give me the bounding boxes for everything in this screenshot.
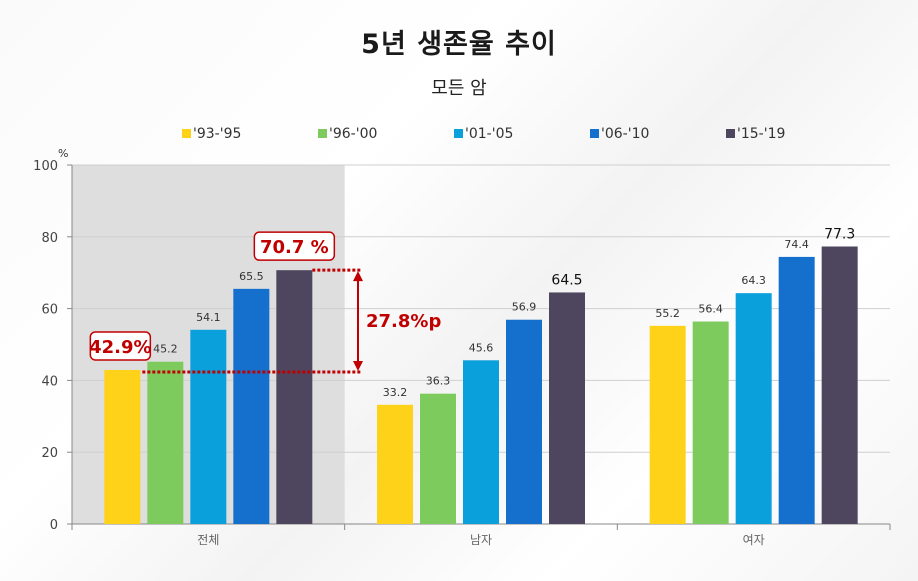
bar [420,393,456,524]
bar-value-label: 64.5 [551,272,582,288]
bar-value-label: 74.4 [784,238,809,251]
bar [377,404,413,524]
y-tick-label: 0 [50,518,58,533]
bar [649,325,686,524]
bar-value-label: 56.9 [512,301,537,314]
legend-swatch [318,129,327,138]
bar [233,288,270,524]
bar-value-label: 45.6 [469,341,494,354]
legend-swatch [454,129,463,138]
callout-box-last [253,231,336,261]
y-axis-unit: % [58,147,68,160]
callout-value-last: 70.7 % [260,237,329,258]
legend-swatch [726,129,735,138]
bar [692,321,729,524]
x-category-label: 남자 [470,533,492,547]
legend-label: '01-'05 [465,126,513,142]
bar-value-label: 77.3 [824,226,855,242]
bar-value-label: 36.3 [426,375,451,388]
legend-label: '06-'10 [601,126,649,142]
bar [735,293,772,524]
y-tick-label: 80 [41,231,58,246]
bar [104,369,141,524]
bar-value-label: 65.5 [239,270,264,283]
y-tick-label: 100 [33,159,58,174]
bar [506,319,542,524]
legend-label: '93-'95 [193,126,241,142]
bar-value-label: 54.1 [196,311,221,324]
bar [821,246,858,525]
callout-value-first: 42.9% [89,337,151,358]
legend-label: '15-'19 [737,126,785,142]
bar-value-label: 56.4 [698,303,723,316]
difference-arrow-head-down [353,360,363,371]
x-category-label: 여자 [743,533,765,547]
legend-label: '96-'00 [329,126,377,142]
legend-swatch [182,129,191,138]
chart-subtitle: 모든 암 [431,78,487,99]
bar-value-label: 45.2 [153,343,178,356]
chart-title: 5년 생존율 추이 [361,29,557,60]
legend-swatch [590,129,599,138]
bar [549,292,585,524]
difference-arrow-head-up [353,271,363,282]
difference-label: 27.8%p [366,311,441,332]
bar [276,270,313,524]
bar-value-label: 55.2 [655,307,680,320]
bar-value-label: 64.3 [741,274,766,287]
y-tick-label: 20 [41,446,58,461]
y-tick-label: 60 [41,303,58,318]
bar [147,361,184,524]
bar-value-label: 33.2 [383,386,408,399]
bar [463,360,499,524]
y-tick-label: 40 [41,374,58,389]
bar [190,329,227,524]
x-category-label: 전체 [197,533,219,547]
bar [778,256,815,524]
callout-box-first [89,331,152,361]
